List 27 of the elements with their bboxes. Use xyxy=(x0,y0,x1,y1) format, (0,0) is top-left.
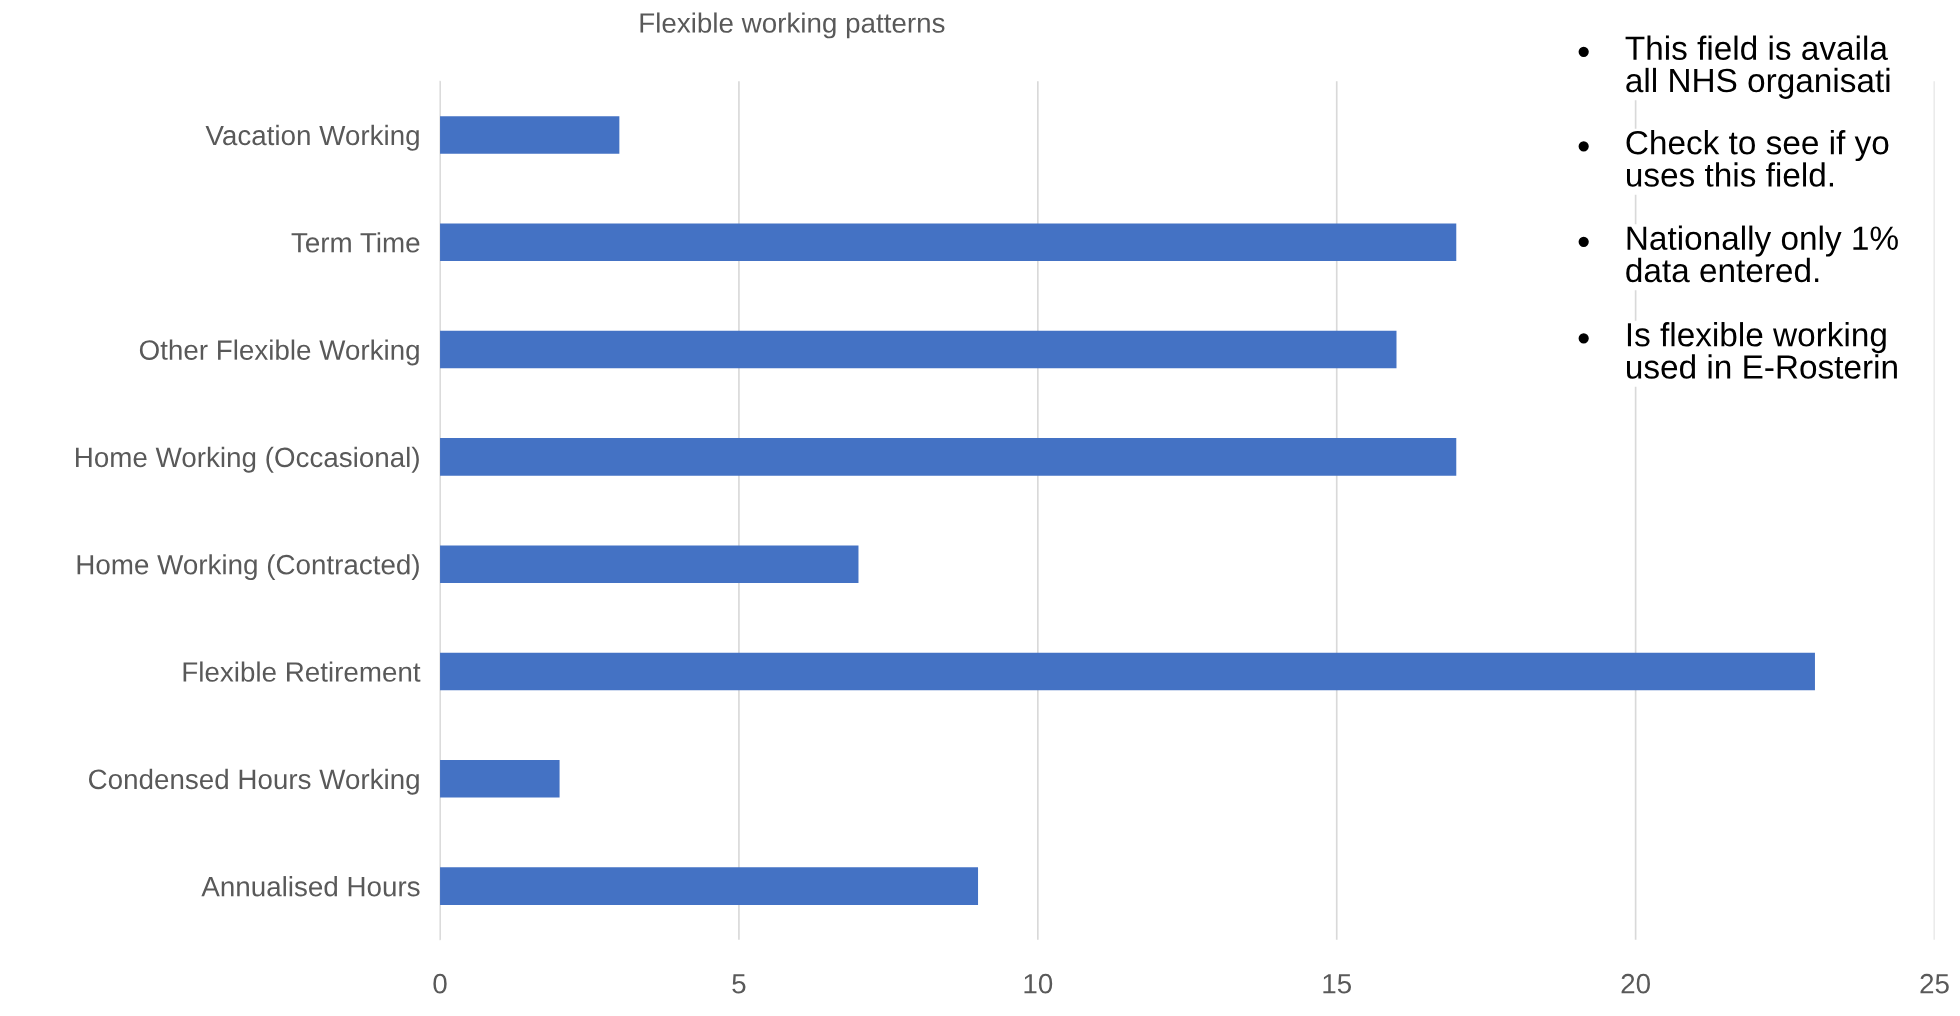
y-tick-label: Annualised Hours xyxy=(201,876,420,897)
bar xyxy=(440,760,560,798)
x-tick-label: 20 xyxy=(1621,973,1650,994)
bar xyxy=(440,223,1457,262)
x-tick-label: 15 xyxy=(1323,974,1352,994)
annotation: Is flexible working used in E-Rosterin xyxy=(1627,322,1897,379)
y-tick-label: Term Time xyxy=(291,232,420,253)
bar xyxy=(440,545,859,583)
chart-title: Flexible working patterns xyxy=(640,12,945,39)
annotation: Check to see if yo uses this field. xyxy=(1626,130,1889,187)
y-tick-label: Condensed Hours Working xyxy=(89,768,419,795)
bar xyxy=(440,867,979,905)
x-tick-label: 10 xyxy=(1024,973,1053,994)
x-tick-label: 0 xyxy=(433,973,447,994)
y-tick-label: Other Flexible Working xyxy=(139,339,419,366)
x-tick-label: 25 xyxy=(1920,973,1949,994)
annotation: Nationally only 1% data entered. xyxy=(1626,225,1898,283)
bar xyxy=(440,438,1457,476)
y-tick-label: Home Working (Contracted) xyxy=(77,554,419,581)
annotation: This field is availa all NHS organisati xyxy=(1625,35,1890,99)
y-tick-label: Home Working (Occasional) xyxy=(76,446,419,473)
y-tick-label: Flexible Retirement xyxy=(183,661,421,682)
bar xyxy=(440,116,620,154)
bar xyxy=(440,652,1815,691)
y-tick-label: Vacation Working xyxy=(205,124,419,151)
bar xyxy=(440,330,1397,369)
x-tick-label: 5 xyxy=(732,974,746,994)
